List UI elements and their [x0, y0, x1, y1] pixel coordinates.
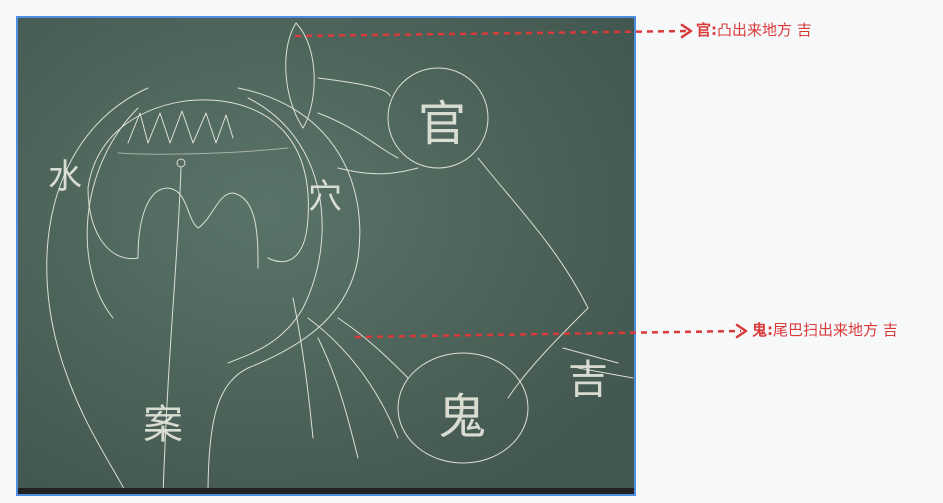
center-dot: [176, 158, 186, 168]
outer-envelope-line-right: [207, 87, 361, 494]
gui-arrow-head: [735, 323, 748, 339]
dome-arc: [87, 99, 309, 263]
guan-annotation: 官:凸出来地方 吉: [696, 19, 812, 40]
gui-annotation: 鬼:尾巴扫出来地方 吉: [752, 319, 898, 340]
center-stem: [162, 167, 182, 494]
chalk-bottom-char: 案: [143, 402, 183, 448]
chalk-mid-char: 穴: [308, 177, 342, 217]
guan-term: 官: [696, 21, 712, 39]
gui-arrow-line: [354, 329, 742, 339]
guan-arrow-head: [680, 23, 693, 39]
chalk-ji-char: 吉: [568, 357, 608, 403]
inner-envelope-line-right: [227, 97, 323, 364]
zigzag-base-line: [117, 147, 289, 155]
chalk-gui-char: 鬼: [438, 389, 486, 445]
zigzag-peaks: [127, 110, 234, 144]
diamond-edge-lower: [507, 307, 589, 399]
chalk-guan-char: 官: [418, 96, 466, 152]
tall-loop: [285, 22, 315, 129]
tail-sweep-3: [292, 297, 314, 439]
guan-circle: [387, 67, 489, 169]
gui-term: 鬼: [752, 321, 768, 339]
video-bottom-bar: [18, 488, 634, 494]
inner-envelope-line: [86, 107, 139, 319]
guan-spokes: [317, 112, 419, 175]
gui-sep: :: [767, 321, 774, 339]
ji-lines: [562, 347, 634, 379]
gui-desc: 尾巴扫出来地方 吉: [773, 321, 898, 339]
tail-sweep-4: [337, 317, 409, 379]
m-shape: [137, 187, 259, 269]
guan-sep: :: [711, 21, 718, 39]
gui-circle: [397, 352, 529, 464]
diamond-edge-upper: [477, 157, 589, 309]
chalk-drawing: 官 鬼 吉 水 穴 案: [18, 18, 634, 494]
tail-sweep-2: [317, 337, 359, 459]
chalkboard-photo: 官 鬼 吉 水 穴 案: [16, 16, 636, 496]
board-surface: [18, 18, 634, 494]
guan-arrow-line: [294, 29, 687, 38]
dome-inner-arc: [87, 187, 139, 260]
guan-desc: 凸出来地方 吉: [717, 21, 812, 39]
outer-envelope-line: [46, 87, 149, 494]
guan-connector: [317, 77, 391, 97]
chalk-left-char: 水: [48, 157, 82, 197]
tail-sweep-1: [307, 317, 399, 439]
